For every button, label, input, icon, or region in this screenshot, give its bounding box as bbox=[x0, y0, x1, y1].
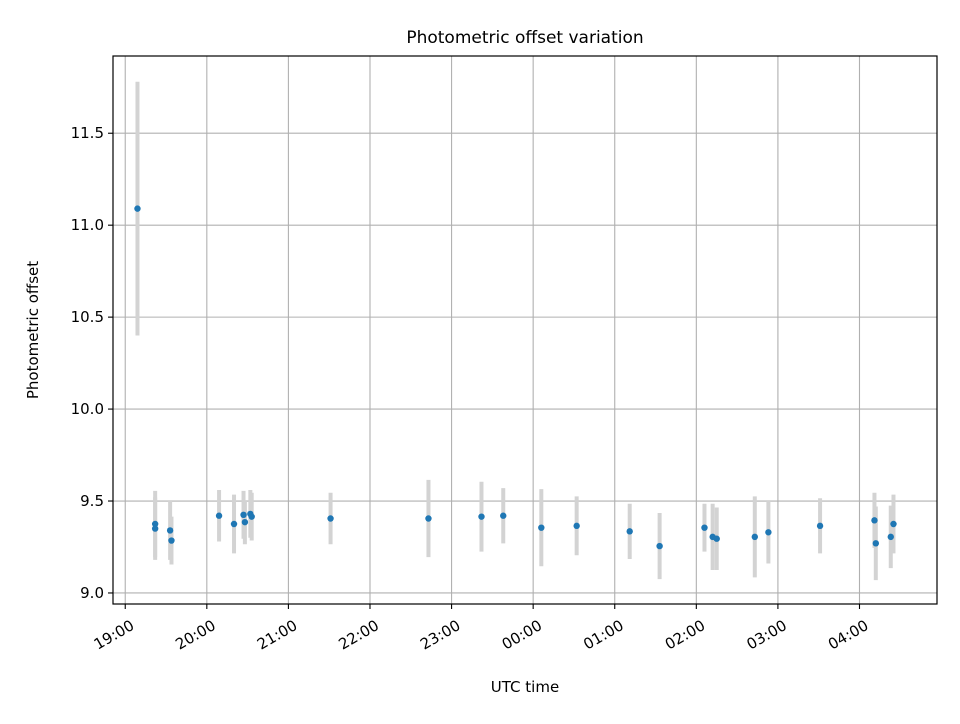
data-point bbox=[240, 511, 247, 519]
data-point bbox=[887, 533, 894, 541]
data-point bbox=[241, 518, 249, 526]
data-point bbox=[816, 522, 824, 530]
data-point bbox=[248, 513, 255, 520]
y-tick-label: 10.0 bbox=[71, 400, 104, 418]
data-point bbox=[538, 524, 545, 531]
data-point bbox=[890, 520, 897, 528]
data-point bbox=[751, 533, 758, 541]
y-tick-label: 9.0 bbox=[80, 584, 104, 602]
data-point bbox=[656, 542, 663, 550]
data-point bbox=[168, 537, 175, 544]
data-point bbox=[215, 512, 223, 519]
data-point bbox=[500, 512, 507, 519]
x-axis-label: UTC time bbox=[491, 678, 559, 696]
data-point bbox=[327, 515, 334, 522]
data-point bbox=[230, 520, 238, 528]
point-layer bbox=[134, 205, 897, 550]
data-point bbox=[701, 524, 708, 531]
data-point bbox=[713, 535, 720, 542]
data-point bbox=[151, 520, 159, 528]
y-tick-label: 9.5 bbox=[80, 492, 104, 510]
data-point bbox=[765, 529, 772, 536]
plot-frame bbox=[112, 55, 938, 605]
data-point bbox=[626, 528, 633, 535]
data-point bbox=[573, 522, 580, 530]
y-tick-label: 11.5 bbox=[71, 124, 104, 142]
y-tick-label: 11.0 bbox=[71, 216, 104, 234]
y-axis-label: Photometric offset bbox=[24, 261, 42, 399]
data-point bbox=[134, 205, 141, 212]
data-point bbox=[871, 517, 878, 524]
data-point bbox=[425, 515, 432, 522]
data-point bbox=[478, 513, 485, 520]
chart-title: Photometric offset variation bbox=[406, 28, 643, 48]
y-tick-label: 10.5 bbox=[71, 308, 104, 326]
data-point bbox=[166, 527, 174, 534]
data-point bbox=[151, 525, 159, 532]
data-point bbox=[872, 540, 880, 547]
